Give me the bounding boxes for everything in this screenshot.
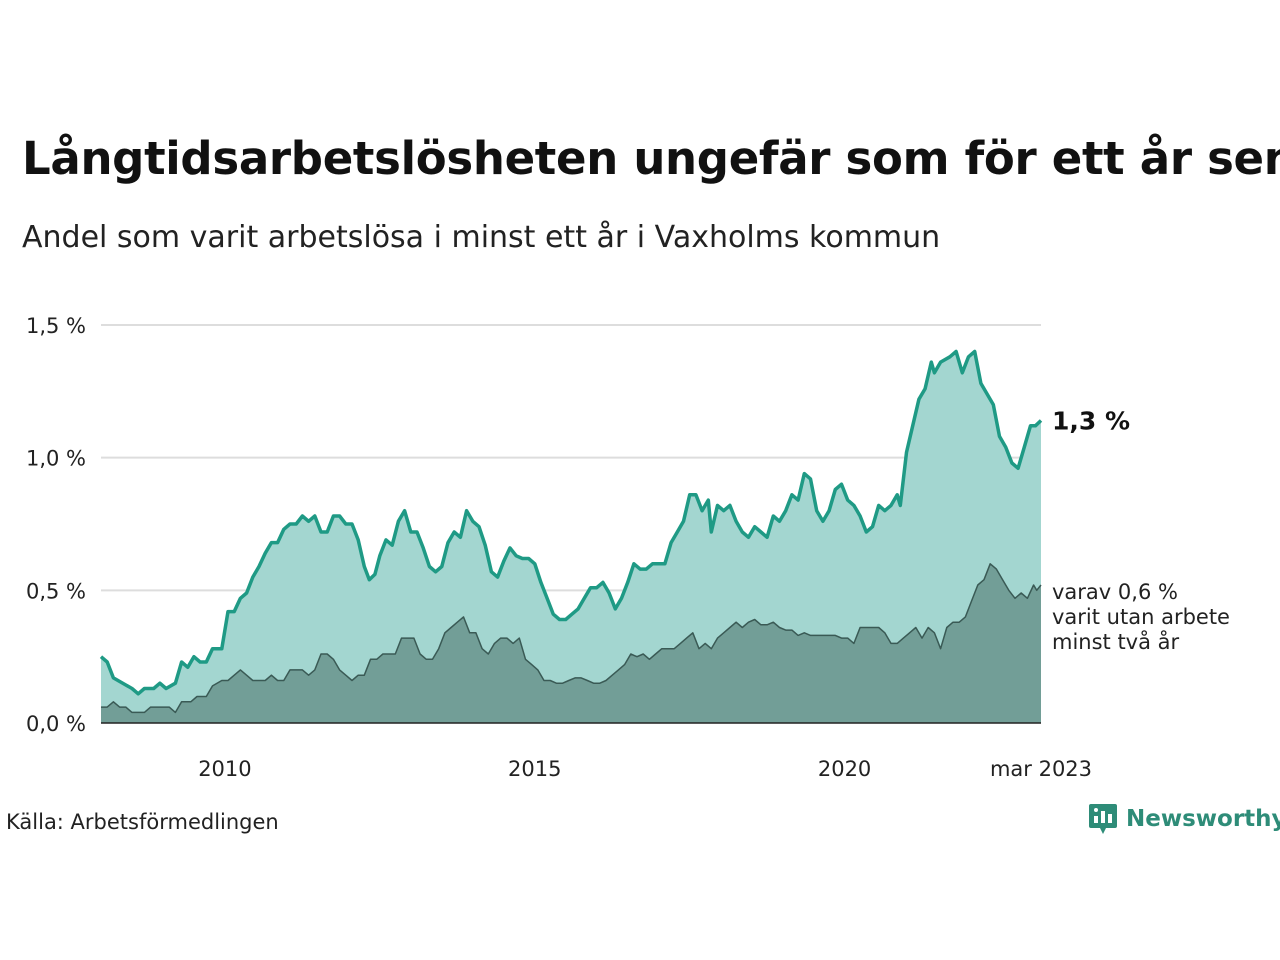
x-tick-label: mar 2023 [990,757,1092,781]
brand-logo: Newsworthy [1088,802,1280,836]
y-tick-label: 0,5 % [26,579,86,603]
sub-series-label-line-3: minst två år [1052,629,1180,654]
total-series-line [99,349,1043,696]
sub-series-label-line-2: varit utan arbete [1052,605,1230,629]
x-tick-label: 2020 [818,757,871,781]
x-tick-label: 2015 [508,757,561,781]
sub-series-line [101,563,1042,714]
y-axis-ticks: 0,0 % 0,5 % 1,0 % 1,5 % [26,314,86,736]
end-value-label: 1,3 % [1052,407,1130,436]
chart-subtitle: Andel som varit arbetslösa i minst ett å… [22,220,941,255]
newsworthy-logo-icon [1089,804,1117,834]
total-series-area [101,351,1041,723]
chart-title: Långtidsarbetslösheten ungefär som för e… [22,132,1280,185]
source-note: Källa: Arbetsförmedlingen [6,810,279,834]
x-tick-label: 2010 [198,757,251,781]
y-tick-label: 0,0 % [26,712,86,736]
brand-name: Newsworthy [1126,806,1280,832]
sub-series-area [101,563,1041,723]
plot-areas [99,349,1043,723]
sub-series-label-line-1: varav 0,6 % [1052,580,1178,604]
y-tick-label: 1,0 % [26,447,86,471]
y-tick-label: 1,5 % [26,314,86,338]
sub-series-label: varav 0,6 % varit utan arbete minst två … [1052,580,1237,654]
x-axis-ticks: 2010 2015 2020 mar 2023 [198,757,1092,781]
